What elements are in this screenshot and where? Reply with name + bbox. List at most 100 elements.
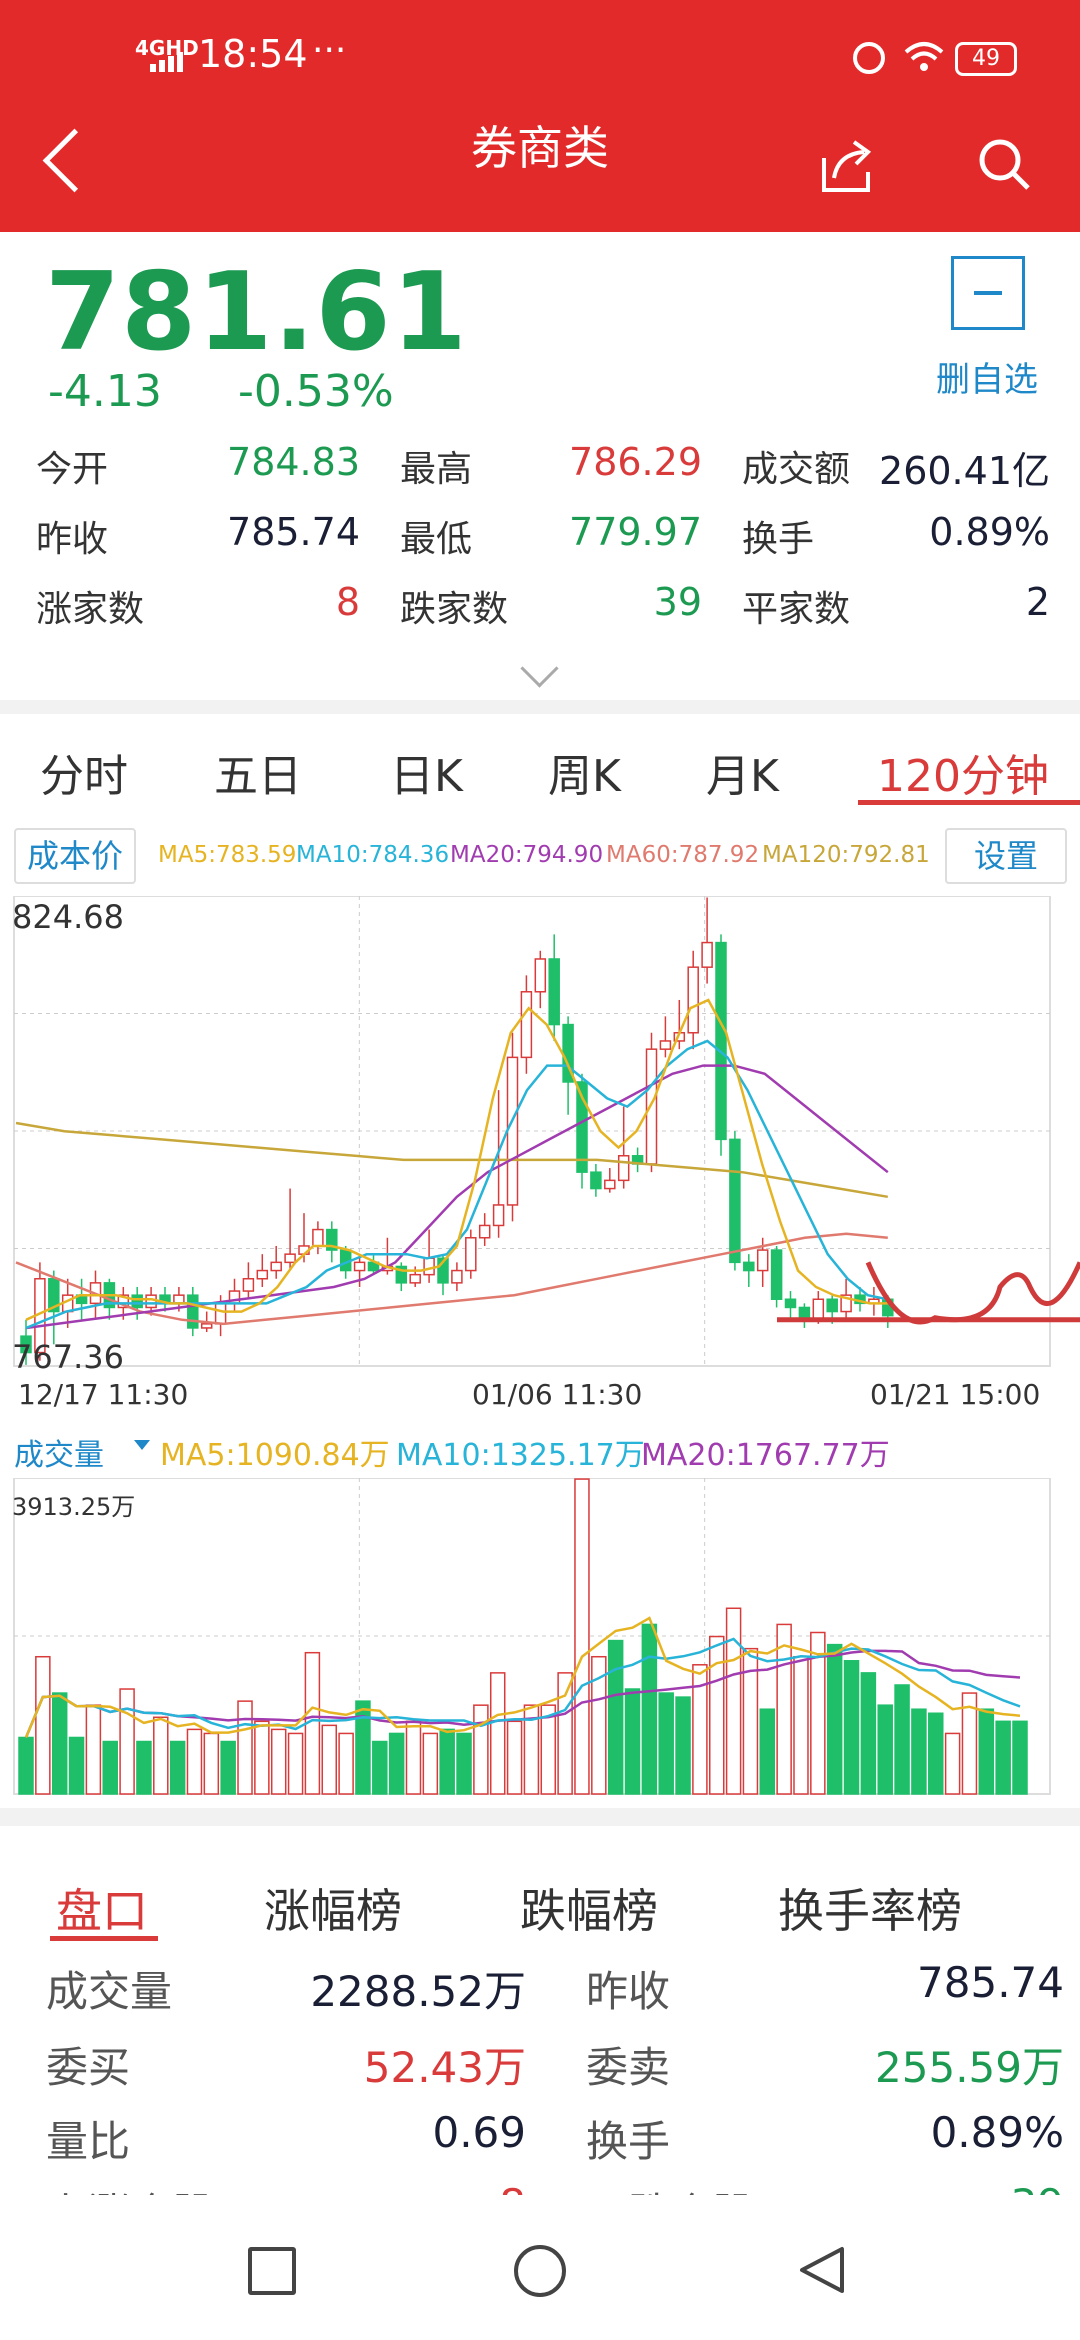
high-label: 最高 xyxy=(400,449,473,490)
volume-bar-down xyxy=(1012,1720,1028,1795)
candle-down xyxy=(784,1298,797,1309)
panel-ask-value: 255.59万 xyxy=(875,2043,1064,2092)
divider xyxy=(0,1808,1080,1826)
share-button[interactable] xyxy=(820,138,872,192)
volume-bar-up xyxy=(540,1704,557,1795)
volume-bar-up xyxy=(186,1728,203,1795)
volume-bar-down xyxy=(928,1712,944,1795)
candle-up xyxy=(117,1294,130,1309)
volume-bar-down xyxy=(658,1692,674,1795)
tab-losers[interactable]: 跌幅榜 xyxy=(520,1884,658,1938)
candle-up xyxy=(478,1224,491,1239)
x-label-end: 01/21 15:00 xyxy=(870,1378,1041,1411)
x-label-mid: 01/06 11:30 xyxy=(472,1378,643,1411)
circle-icon[interactable] xyxy=(514,2245,566,2297)
volume-bar-down xyxy=(995,1720,1011,1795)
volume-bar-up xyxy=(810,1631,826,1795)
volume-bar-down xyxy=(826,1643,843,1795)
volume-bar-up xyxy=(708,1635,725,1795)
prev-close-value: 785.74 xyxy=(227,510,360,554)
vol-ma5-line xyxy=(24,1616,1021,1738)
volume-bar-down xyxy=(843,1660,860,1795)
tab-turnover-rank[interactable]: 换手率榜 xyxy=(778,1884,962,1938)
remove-watchlist-label[interactable]: 删自选 xyxy=(936,360,1038,400)
volume-dropdown-icon[interactable] xyxy=(134,1440,150,1450)
volume-label[interactable]: 成交量 xyxy=(14,1438,104,1473)
candle-up xyxy=(520,991,533,1059)
tab-five-day[interactable]: 五日 xyxy=(214,751,302,802)
volume-bar-up xyxy=(776,1623,792,1795)
volume-bar-up xyxy=(742,1647,759,1795)
volume-max-label: 3913.25万 xyxy=(12,1493,136,1521)
alarm-icon xyxy=(853,42,885,74)
tab-handicap[interactable]: 盘口 xyxy=(56,1884,148,1938)
volume-bar-up xyxy=(287,1732,304,1795)
volume-bar-up xyxy=(574,1478,590,1795)
x-label-start: 12/17 11:30 xyxy=(18,1378,189,1411)
amount-label: 成交额 xyxy=(742,449,851,490)
candle-up xyxy=(353,1261,366,1272)
low-label: 最低 xyxy=(400,519,473,560)
cost-price-button[interactable]: 成本价 xyxy=(14,828,136,884)
volume-bar-down xyxy=(102,1740,118,1795)
prev-close-label: 昨收 xyxy=(36,519,109,560)
volume-bar-up xyxy=(405,1720,422,1795)
panel-prev-label: 昨收 xyxy=(586,1967,671,2016)
volume-bar-up xyxy=(422,1732,439,1795)
square-icon[interactable] xyxy=(248,2247,296,2295)
y-max-label: 824.68 xyxy=(12,898,124,936)
volume-bar-down xyxy=(860,1672,877,1795)
candle-down xyxy=(770,1249,783,1301)
candle-down xyxy=(131,1294,143,1309)
volume-chart[interactable] xyxy=(0,1478,1080,1798)
vol-ma10-line xyxy=(24,1637,1021,1738)
annotation-curve xyxy=(865,1261,1080,1325)
wifi-icon xyxy=(902,40,946,83)
expand-chevron-icon[interactable] xyxy=(520,649,559,688)
candle-up xyxy=(812,1298,825,1321)
panel-bid-label: 委买 xyxy=(46,2043,131,2092)
search-button[interactable] xyxy=(978,138,1030,190)
volume-bar-down xyxy=(51,1692,68,1795)
search-icon xyxy=(979,139,1030,190)
tab-monthly-k[interactable]: 月K xyxy=(706,751,779,802)
candlestick-chart[interactable] xyxy=(0,896,1080,1376)
candle-up xyxy=(492,1204,505,1227)
volume-bar-down xyxy=(372,1740,388,1795)
volume-bar-down xyxy=(136,1740,152,1795)
tab-daily-k[interactable]: 日K xyxy=(390,751,463,802)
tab-120min[interactable]: 120分钟 xyxy=(877,751,1049,802)
tab-gainers[interactable]: 涨幅榜 xyxy=(264,1884,402,1938)
triangle-icon[interactable] xyxy=(796,2243,850,2297)
low-value: 779.97 xyxy=(569,510,702,554)
tab-weekly-k[interactable]: 周K xyxy=(548,751,621,802)
y-min-label: 767.36 xyxy=(12,1338,124,1376)
volume-bar-down xyxy=(439,1728,455,1795)
candle-up xyxy=(242,1278,255,1292)
ma10-legend: MA10:784.36 xyxy=(296,842,450,868)
flat-count-label: 平家数 xyxy=(742,589,851,630)
panel-volume-value: 2288.52万 xyxy=(310,1967,526,2016)
ma20-line xyxy=(25,1064,889,1330)
ma120-line xyxy=(15,1121,889,1199)
candle-up xyxy=(423,1257,435,1276)
candle-up xyxy=(534,958,547,993)
candle-down xyxy=(576,1081,588,1173)
remove-watchlist-button[interactable] xyxy=(951,256,1025,330)
tab-intraday[interactable]: 分时 xyxy=(40,751,128,802)
panel-turnover-value: 0.89% xyxy=(930,2108,1064,2157)
active-tab-underline xyxy=(50,1936,158,1941)
settings-button[interactable]: 设置 xyxy=(945,828,1067,884)
volume-bar-down xyxy=(911,1708,927,1795)
volume-bar-up xyxy=(119,1688,135,1795)
down-count-label: 跌家数 xyxy=(400,589,509,630)
turnover-value: 0.89% xyxy=(929,510,1050,554)
ma60-legend: MA60:787.92 xyxy=(606,842,760,868)
panel-bid-value: 52.43万 xyxy=(363,2043,526,2092)
volume-bar-down xyxy=(18,1736,34,1795)
signal-icon xyxy=(150,52,186,72)
vol-ma10-legend: MA10:1325.17万 xyxy=(396,1438,645,1473)
volume-bar-up xyxy=(489,1672,506,1795)
candle-down xyxy=(548,958,560,1026)
volume-bar-up xyxy=(557,1672,573,1795)
